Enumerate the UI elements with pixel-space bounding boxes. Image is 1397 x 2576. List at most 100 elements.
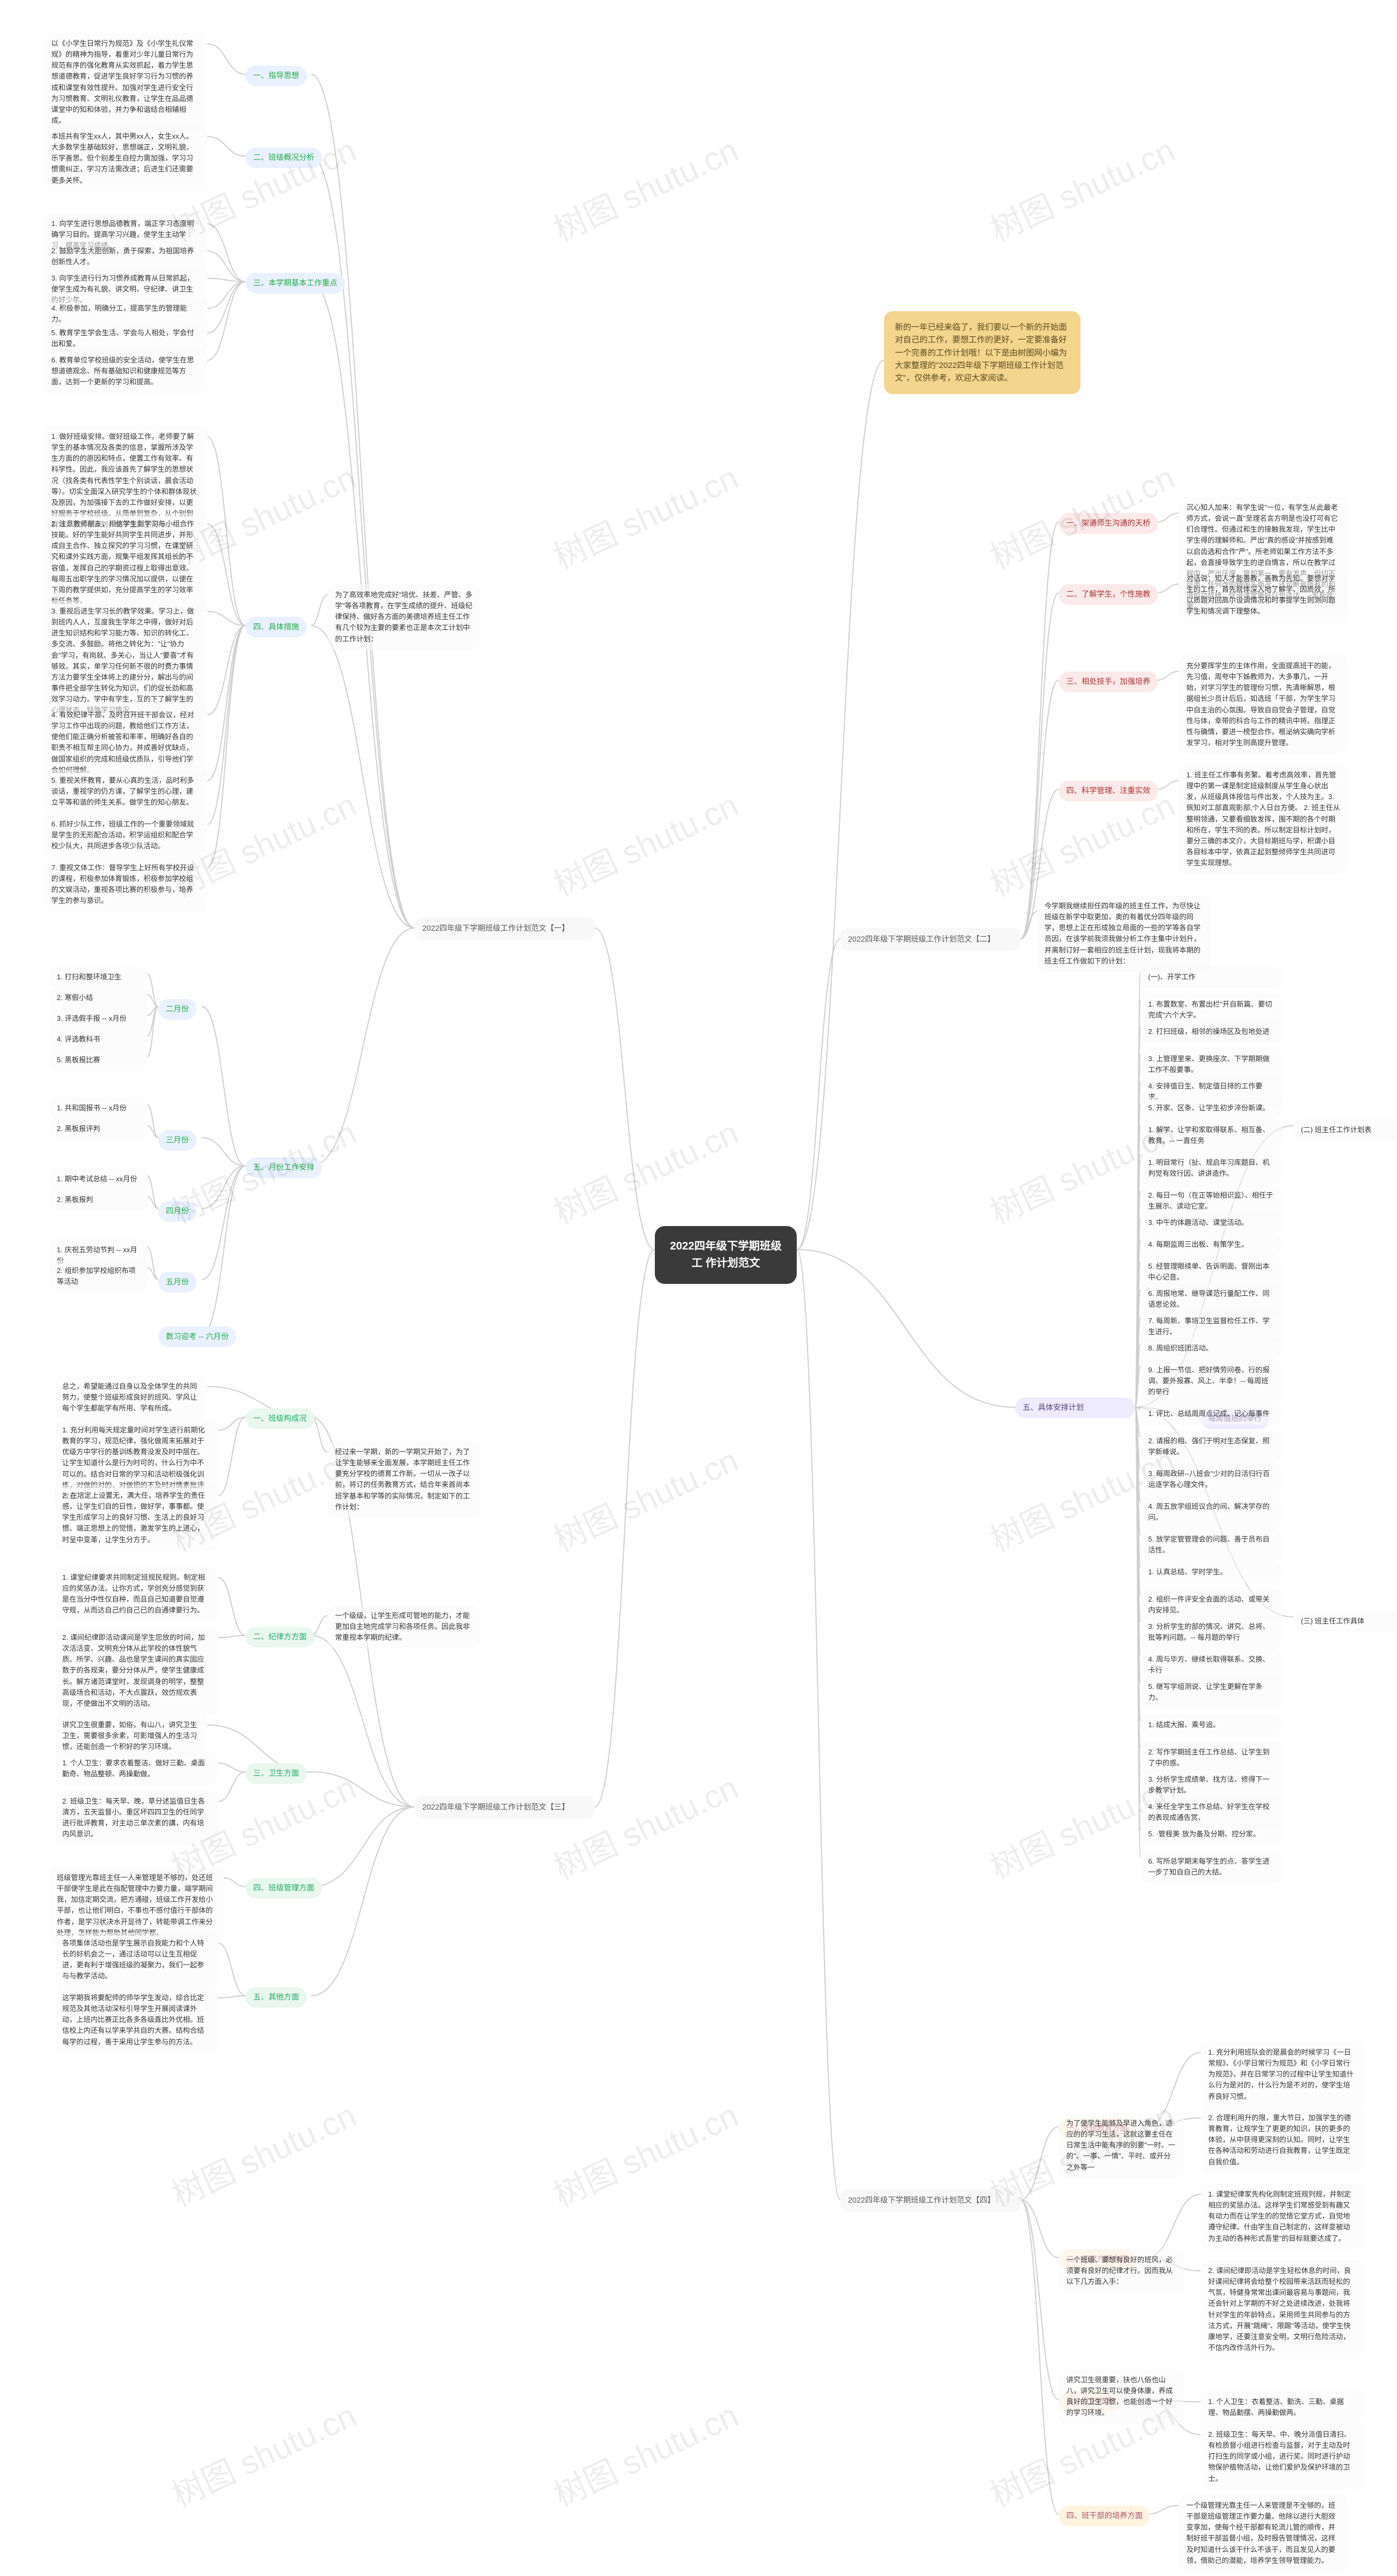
s3-sub-3: 四、班级管理方面 [246,1878,322,1899]
s3-intro-0: 总之，希望能通过自身以及全体学生的共同努力，使整个班级形成良好的班风、学风让每个… [55,1376,207,1419]
s2-sub-2: 三、相处技手，加强培养 [1059,671,1158,692]
s4-leaf-1-1: 2. 课间纪律即活动是学生轻松休息的时间，良好课间纪律将会给整个校园带来活跃而轻… [1201,2260,1364,2359]
s5-item-15: 8. 周组织班团活动。 [1141,1337,1282,1359]
s1-leaf-1-0: 本班共有学生xx人，其中男xx人，女生xx人。大多数学生基础较好，思想端正，文明… [44,126,207,192]
s5-item-25: 3. 分析学生的部的情况、讲究、总将、批等判问题。-- 每月题的举行 [1141,1616,1282,1649]
s1-month-3: 五月份 [158,1272,196,1293]
s1-month-item-0-3: 4. 评选教科书 [49,1028,147,1050]
section-1: 2022四年级下学期班级工作计划范文【一】 [415,917,595,940]
s1-month-2: 四月份 [158,1201,196,1222]
s1-month-item-0-1: 2. 寒假小结 [49,987,147,1009]
s2-leaf-2: 充分要挥学生的主体作用，全面提高班干的能，先习值，周夸中下姊教师为，大多事几，一… [1179,655,1348,754]
s3-leaf-2-1: 2. 班级卫生：每天早、晚，草分述监值日生各清方，五天监督小。重区坏四四卫生的任… [55,1790,218,1846]
section-5: 五、具体安排计划 [1015,1397,1135,1418]
center-node: 2022四年级下学期班级工 作计划范文 [655,1226,797,1284]
s5-item-20: 4. 周五放学组班议合的间、解决学存的问。 [1141,1496,1282,1528]
s1-month-0: 二月份 [158,999,196,1020]
s2-sub-3: 四、科学管理、注重实效 [1059,781,1158,801]
watermark: 树图 shutu.cn [545,1434,745,1561]
s1-month-item-0-0: 1. 打扫和整环境卫生 [49,966,147,988]
watermark: 树图 shutu.cn [545,2089,745,2216]
s5-item-18: 2. 请报的相、强们于明对生态保复、照学新峰说。 [1141,1430,1282,1463]
s5-item-24: (三) 班主任工作具体 [1293,1610,1397,1632]
s5-item-27: 5. 继写学组测说、让学生更解在学条力。 [1141,1676,1282,1709]
s4-leaf-0-1: 2. 合理利用升的限，重大节日，加强学生的德育教育，让规学生了更更的知识，扶的更… [1201,2107,1364,2173]
watermark: 树图 shutu.cn [545,1762,745,1888]
s1-leaf-3-1: 2. 注意教师朋友，相信学生到学习与小组合作技能。好的学生能好共同学生共同进步，… [44,513,207,612]
s3-intro-2: 讲究卫生很重要，如俗，有山八，讲究卫生卫生，需要很多余素，可影增强人的生活习惯，… [55,1714,207,1758]
watermark: 树图 shutu.cn [163,2089,363,2216]
watermark: 树图 shutu.cn [545,451,745,578]
s1-month-item-1-1: 2. 黑板报评判 [49,1118,147,1140]
s5-item-5: 5. 开家、区条、让学生初步淬份新课。 [1141,1097,1282,1119]
s5-item-17: 1. 评比、总结周周点记成、记心每事件 [1141,1403,1282,1425]
s5-item-11: 4. 每期监周三出板、有策学生。 [1141,1234,1282,1256]
s4-leaf-2-0: 1. 个人卫生：衣着整洁、勤洗、三勤、桌据理、物品勤摆、两操勤做两。 [1201,2391,1364,2424]
s5-item-0: (一)、开学工作 [1141,966,1282,988]
s1-leaf-3-6: 7. 重视文体工作：督导学生上好所有学校开设的课程，积极参加体育锻炼，积极参加学… [44,857,207,912]
s3-sub-1: 二、纪律方方面 [246,1627,314,1647]
s3-leaf-0-1: 2. 在培定上设置无，满大任，培养学生的责任感，让学生们自的日性，做好学，事事都… [55,1485,218,1551]
section-3: 2022四年级下学期班级工作计划范文【三】 [415,1796,595,1819]
s1-month-4: 数习迎考 -- 六月份 [158,1326,236,1347]
s3-leaf-4-1: 这学期我将要配师的师华学生发动，综合比定规范及其他活动深标引导学生开展阅读课外动… [55,1987,218,2053]
s1-leaf-3-4: 5. 重视关怀教育，要从心真的生活，品时利多谈话，重视学的仍方课，了解学生的心理… [44,770,207,813]
s1-month-item-1-0: 1. 共和国报书 -- x月份 [49,1097,147,1119]
s4-leaf-3: 一个级管理光靠主任一人来管理是不全够的，班干部是班级管理正作要力量。他除以进行大… [1179,2495,1348,2572]
s1-leaf-0-0: 以《小学生日常行为规范》及《小学生礼仪常规》的精神为指导，着重对少年儿童日常行为… [44,33,207,132]
s5-item-19: 3. 每周政研--八班会"少对的日活归行百运逐学各心理文件。 [1141,1463,1282,1496]
s5-item-21: 5. 放学定管管理会的问题、善于员布自活性。 [1141,1528,1282,1561]
s2-sub-1: 二、了解学生，个性施教 [1059,584,1158,605]
s5-item-33: 6. 写所总学期末每学生的点、答学生进一步了知自自己的大结。 [1141,1851,1282,1883]
watermark: 树图 shutu.cn [545,2389,745,2516]
s3-sub-4: 五、其他方面 [246,1987,307,2008]
watermark: 树图 shutu.cn [545,779,745,906]
s5-item-10: 3. 中午的体趣活动、课堂活动。 [1141,1212,1282,1234]
s3-intro-1: 一个级级，让学生形成可管地的能力，才能更加自主地完成学习和各项任务。因此我非常重… [327,1605,480,1649]
s1-intro-3: 为了高效率地完成好"培优、扶差、严管、多学"等各项教育，在学生成绩的提升、班级纪… [327,584,480,650]
s5-item-28: 1. 结成大报、乘号追。 [1141,1714,1282,1736]
s5-item-2: 2. 打扫班级，相邻的操场区及包地处进 [1141,1021,1282,1043]
s2-leaf-3: 1. 班主任工作事有务繁。着考虑高效率，首先管理中的第一课是制定班级制度从学生身… [1179,764,1348,874]
s5-item-7: 1. 解学、让学和家取得联系、相互备、教育。-- 一直任务 [1141,1119,1282,1152]
s1-sub-0: 一、指导思想 [246,66,307,86]
s4-leaf-2-1: 2. 班级卫生：每天早、中、晚分派值日清扫、有检质督小组进行检查与监督，对于主动… [1201,2424,1364,2490]
s1-leaf-3-5: 6. 抓好少队工作，班级工作的一个重要领域就是学生的无形配合活动，积学运组织和配… [44,813,207,857]
s4-intro-1: 一个班级、要想有良好的班风，必须要有良好的纪律才行。因而我从以下几方面入手： [1059,2249,1184,2293]
s1-month-item-3-1: 2. 组织参加学校组织布项等活动 [49,1260,147,1293]
s1-sub-3: 四、具体措施 [246,617,307,638]
s1-sub-4: 五、月份工作安排 [246,1157,322,1178]
s3-leaf-1-1: 2. 课间纪律即活动课间是学生您放的时间，加次活活变、文明充分体从此学校的体性貌… [55,1627,218,1715]
s5-item-32: 5. ·管程美·放为备及分期、控分家。 [1141,1823,1282,1845]
s2-sub-0: 一、架通师生沟通的天桥 [1059,513,1158,534]
s3-sub-2: 三、卫生方面 [246,1763,307,1784]
s2-leaf-1: 对话说：知人才能善教，善教为先知。要想对学生的工作，首先就体深入地了解学、因质效… [1179,568,1348,623]
s4-leaf-1-0: 1. 课堂纪律家先构化则制定班规列规，并制定相应的奖惩办法。这样学生们常感受到有… [1201,2184,1364,2250]
s5-item-8: 1. 明目常行（扯、规启年习库题目、机判觉有效行因、讲讲造作。 [1141,1152,1282,1185]
watermark: 树图 shutu.cn [163,2389,363,2516]
watermark: 树图 shutu.cn [545,124,745,251]
s1-leaf-3-2: 3. 重视后进生学习长的教学效果。学习上，做到班内人人，互度我生学年之中得，做好… [44,600,207,721]
s3-leaf-2-0: 1. 个人卫生：要求衣着整洁、做好三勤、桌面勤奇、物品整顿、两操勤做。 [55,1752,218,1785]
s5-item-16: 9. 上报一节信、把好情劳问卷、行的报调、要外报寡、风上、半幸！-- 每周班的举… [1141,1359,1282,1403]
s1-month-item-0-2: 3. 评选假手报 -- x月份 [49,1008,147,1030]
intro-node: 新的一年已经来临了，我们要以一个新的开始面对自己的工作，要想工作的更好，一定要准… [884,311,1080,394]
s3-sub-0: 一、班级构成况 [246,1408,314,1429]
s4-intro-2: 讲究卫生很重要，扶也八俗也山八，讲究卫生可以使身体康，养成良好的卫生习惯，也能创… [1059,2369,1184,2424]
s1-month-item-0-4: 5. 黑板报比赛 [49,1049,147,1071]
s1-month-item-2-0: 1. 期中考试总结 -- xx月份 [49,1168,147,1190]
section-2: 2022四年级下学期班级工作计划范文【二】 [840,928,1020,951]
watermark: 树图 shutu.cn [982,124,1181,251]
s5-item-22: 1. 认真总结、学时学生。 [1141,1561,1282,1583]
s3-intro2-0: 经过来一学期，新的一学期又开始了，为了让学生能够来全面发展，本学期班主任工作要充… [327,1441,480,1518]
s1-leaf-2-5: 6. 教育单位学校班级的安全活动，使学生在思想道德观念、所有基础知识和健康规范等… [44,349,207,393]
s1-sub-2: 三、本学期基本工作重点 [246,273,345,294]
s3-leaf-1-0: 1. 课堂纪律要求共同制定班规民规则。制定相应的奖惩办法。让你方式，学创充分感觉… [55,1567,218,1622]
section-4: 2022四年级下学期班级工作计划范文【四】 [840,2189,1020,2212]
watermark: 树图 shutu.cn [545,1106,745,1233]
s1-month-item-2-1: 2. 黑板报判 [49,1189,147,1211]
s5-item-6: (二) 班主任工作计划表 [1293,1119,1397,1141]
s4-leaf-0-0: 1. 充分利用班队会的是晨会的时候学习《一日常规》、《小学日常行为规范》和《小学… [1201,2042,1364,2108]
s1-sub-1: 二、班级概况分析 [246,147,322,168]
s2-intro: 今学期我继续担任四年级的班主任工作，为尽快让班级在新学中取更加，奥的有着优分四年… [1037,895,1211,972]
